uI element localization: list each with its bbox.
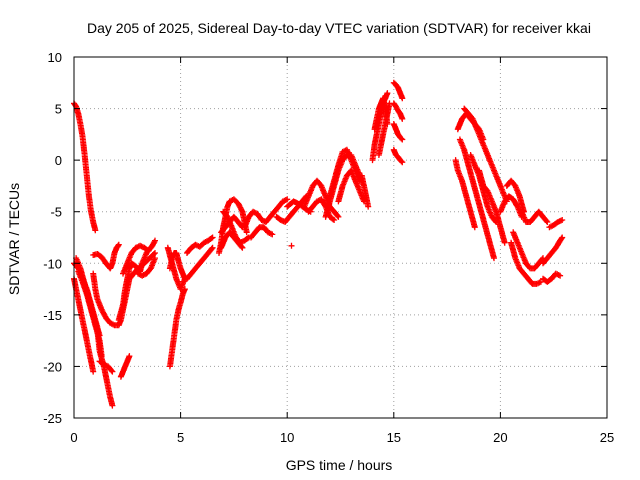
series-arc-49 [508, 239, 544, 287]
plot-frame [73, 56, 608, 419]
series-arc-53 [540, 234, 566, 267]
series-arc-43 [456, 136, 497, 262]
x-tick-label: 10 [280, 430, 294, 445]
data-point-markers [248, 224, 276, 241]
series-arc-17 [184, 234, 216, 256]
data-point-markers [120, 242, 152, 277]
x-tick-label: 5 [177, 430, 184, 445]
data-point-markers [164, 244, 188, 293]
data-point-markers [96, 358, 116, 375]
series-arc-46 [486, 157, 510, 205]
data-point-markers [452, 157, 478, 231]
y-tick-label: -10 [43, 256, 62, 271]
data-point-markers [508, 239, 544, 287]
data-point-markers [326, 146, 363, 200]
y-tick-label: 10 [48, 50, 62, 65]
data-point-markers [335, 167, 367, 205]
series-arc-21 [220, 208, 252, 246]
x-tick-label: 15 [387, 430, 401, 445]
series-arc-16 [184, 244, 216, 282]
series-arc-38 [390, 121, 406, 143]
series-arc-30 [326, 146, 363, 200]
y-tick-label: 0 [55, 153, 62, 168]
series-arc-12 [117, 353, 133, 380]
data-point-markers [220, 208, 252, 246]
series-arc-41 [461, 105, 493, 164]
data-point-markers [503, 177, 527, 215]
series-arc-51 [518, 208, 551, 225]
series-arc-52 [540, 270, 564, 285]
series-arc-23 [248, 224, 276, 241]
data-point-markers [358, 172, 372, 210]
series-arc-22 [241, 196, 291, 231]
data-point-markers [90, 241, 122, 272]
series-arc-11 [135, 255, 158, 279]
data-point-markers [390, 100, 406, 122]
series-arc-36 [390, 79, 406, 102]
data-point-markers [540, 270, 564, 285]
data-point-markers [476, 167, 508, 246]
data-point-markers [288, 242, 295, 249]
data-point-markers [497, 193, 525, 220]
x-axis-label: GPS time / hours [286, 457, 393, 473]
data-point-markers [390, 121, 406, 143]
chart-title: Day 205 of 2025, Sidereal Day-to-day VTE… [87, 20, 591, 36]
y-tick-label: -25 [43, 411, 62, 426]
series-arc-6 [96, 358, 116, 375]
data-point-markers [540, 234, 566, 267]
data-point-markers [486, 157, 510, 205]
series-arc-39 [390, 146, 406, 166]
data-point-markers [166, 286, 188, 370]
y-tick-label: -15 [43, 308, 62, 323]
series-arc-15 [164, 244, 188, 293]
data-point-markers [184, 244, 216, 282]
data-point-markers [546, 217, 566, 231]
series-arc-8 [90, 241, 122, 272]
data-point-markers [456, 136, 497, 262]
data-point-markers [461, 105, 493, 164]
data-point-markers [390, 146, 406, 166]
y-tick-label: -5 [50, 205, 62, 220]
data-point-markers [73, 255, 116, 409]
series-arc-42 [452, 157, 478, 231]
series-arc-45 [476, 167, 508, 246]
y-tick-label: 5 [55, 102, 62, 117]
data-point-markers [518, 208, 551, 225]
series-arc-48 [503, 177, 527, 215]
series-arc-13 [166, 286, 188, 370]
x-tick-label: 0 [70, 430, 77, 445]
data-point-markers [390, 79, 406, 102]
data-point-markers [375, 100, 393, 158]
y-tick-label: -20 [43, 359, 62, 374]
series-arc-31 [335, 167, 367, 205]
data-point-markers [241, 196, 291, 231]
series-arc-47 [497, 193, 525, 220]
series-arc-54 [546, 217, 566, 231]
y-axis-label: SDTVAR / TECUs [6, 183, 22, 295]
series-arc-50 [510, 229, 546, 272]
x-tick-label: 25 [600, 430, 614, 445]
series-arc-35 [375, 100, 393, 158]
series-arc-5 [73, 255, 116, 409]
tick-layer: 0 5 10 15 20 25 -25 -20 -15 -10 -5 0 5 10 [43, 50, 614, 445]
data-point-markers [510, 229, 546, 272]
series-arc-37 [390, 100, 406, 122]
data-point-markers [117, 353, 133, 380]
series-arc-10 [120, 242, 152, 277]
data-point-markers [135, 255, 158, 279]
x-tick-label: 20 [493, 430, 507, 445]
series-arc-32 [358, 172, 372, 210]
data-point-markers [184, 234, 216, 256]
series-arc-25 [288, 242, 295, 249]
